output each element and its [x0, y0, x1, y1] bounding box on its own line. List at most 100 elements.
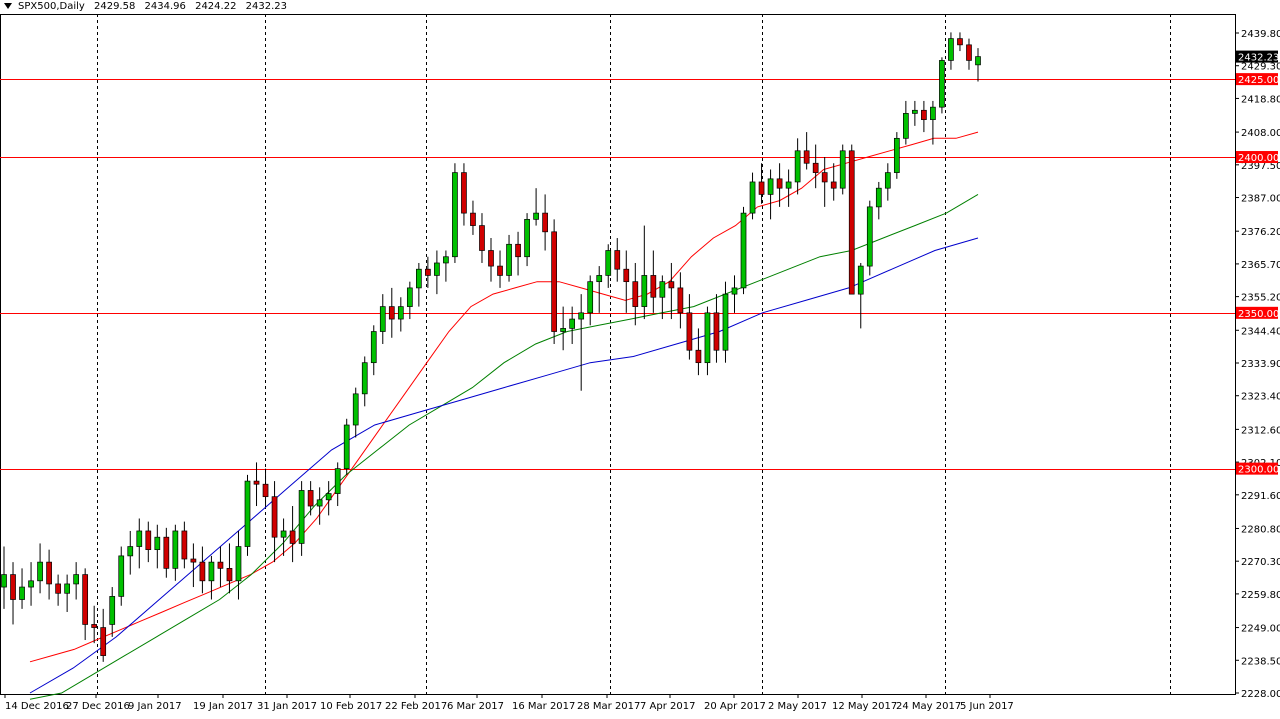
- candle: [1, 574, 7, 588]
- candle: [650, 275, 657, 298]
- candle: [46, 561, 52, 585]
- candle: [416, 268, 422, 289]
- candle: [668, 281, 675, 289]
- candle: [136, 530, 143, 547]
- candle: [361, 362, 368, 395]
- open-value: 2429.58: [93, 1, 136, 12]
- current-price-badge: [1236, 50, 1278, 63]
- candle: [948, 38, 954, 61]
- candle: [614, 250, 621, 270]
- sma-mid-line: [29, 193, 979, 700]
- y-tick-label: 2397.50: [1241, 161, 1280, 172]
- candle: [109, 596, 116, 625]
- candle: [903, 113, 909, 139]
- level-badge: [1236, 306, 1278, 319]
- candle: [767, 178, 774, 195]
- candle: [190, 558, 197, 563]
- candle: [569, 318, 576, 329]
- candle: [154, 536, 161, 551]
- candle: [560, 328, 566, 332]
- y-tick-label: 2291.60: [1241, 491, 1280, 502]
- y-tick-label: 2238.50: [1241, 656, 1280, 667]
- x-tick-label: 28 Mar 2017: [577, 701, 640, 712]
- sma-fast-line: [29, 131, 979, 663]
- y-tick-label: 2439.80: [1241, 29, 1280, 40]
- candle: [64, 583, 70, 594]
- plot-frame: [0, 14, 1236, 695]
- candle: [930, 106, 936, 120]
- high-value: 2434.96: [144, 1, 186, 12]
- y-tick-label: 2259.80: [1241, 590, 1280, 601]
- candle: [542, 212, 548, 233]
- candle: [406, 287, 413, 307]
- candle: [91, 624, 98, 628]
- candle: [172, 530, 179, 569]
- x-tick-label: 24 May 2017: [896, 701, 961, 712]
- candle: [127, 546, 134, 557]
- y-tick-label: 2344.40: [1241, 326, 1280, 337]
- candle: [623, 268, 630, 283]
- candle: [37, 561, 43, 582]
- candle: [145, 530, 152, 551]
- x-tick-label: 27 Dec 2016: [66, 701, 130, 712]
- candle: [55, 583, 61, 594]
- y-tick-label: 2429.30: [1241, 62, 1280, 73]
- candle: [434, 262, 440, 276]
- y-tick-label: 2387.00: [1241, 194, 1280, 205]
- candle: [271, 496, 278, 538]
- candle: [118, 555, 125, 597]
- candle: [776, 178, 783, 189]
- candle: [506, 243, 512, 276]
- candle: [425, 268, 431, 276]
- low-value: 2424.22: [195, 1, 237, 12]
- level-badge-label: 2300.00: [1238, 465, 1279, 476]
- candle: [587, 281, 594, 314]
- candle: [524, 218, 530, 258]
- candle: [677, 287, 684, 314]
- x-tick-label: 9 Jan 2017: [128, 701, 182, 712]
- chart-header: SPX500,Daily 2429.58 2434.96 2424.22 243…: [4, 1, 293, 12]
- candle: [452, 172, 458, 258]
- candle: [921, 109, 927, 120]
- candle: [325, 493, 332, 501]
- x-tick-label: 14 Dec 2016: [5, 701, 69, 712]
- candle: [939, 60, 945, 108]
- candle: [758, 181, 765, 195]
- x-tick-label: 22 Feb 2017: [385, 701, 447, 712]
- candle: [370, 331, 377, 364]
- candle: [379, 306, 386, 332]
- level-badge: [1236, 462, 1278, 475]
- candle: [893, 137, 900, 173]
- candle: [632, 281, 639, 307]
- candle: [244, 480, 251, 547]
- candle: [749, 181, 756, 214]
- candle: [551, 231, 557, 332]
- candle: [19, 586, 25, 600]
- candle: [181, 530, 188, 560]
- x-tick-label: 6 Mar 2017: [447, 701, 504, 712]
- close-value: 2432.23: [245, 1, 287, 12]
- candle: [289, 530, 296, 544]
- candle: [884, 172, 891, 189]
- y-tick-label: 2249.00: [1241, 624, 1280, 635]
- y-tick-label: 2312.60: [1241, 425, 1280, 436]
- candle: [812, 162, 819, 173]
- candle: [857, 265, 864, 295]
- candle: [794, 150, 801, 183]
- candle: [740, 212, 747, 289]
- x-tick-label: 10 Feb 2017: [320, 701, 382, 712]
- candle: [966, 44, 972, 61]
- candle: [253, 480, 260, 485]
- candle: [821, 172, 828, 183]
- candle: [334, 468, 341, 494]
- candle: [731, 287, 738, 295]
- symbol-dropdown-icon[interactable]: [4, 3, 12, 9]
- candle: [199, 561, 206, 582]
- y-tick-label: 2323.40: [1241, 392, 1280, 403]
- x-tick-label: 12 May 2017: [832, 701, 897, 712]
- candle: [100, 627, 107, 656]
- candle: [280, 530, 287, 538]
- candle: [262, 483, 269, 498]
